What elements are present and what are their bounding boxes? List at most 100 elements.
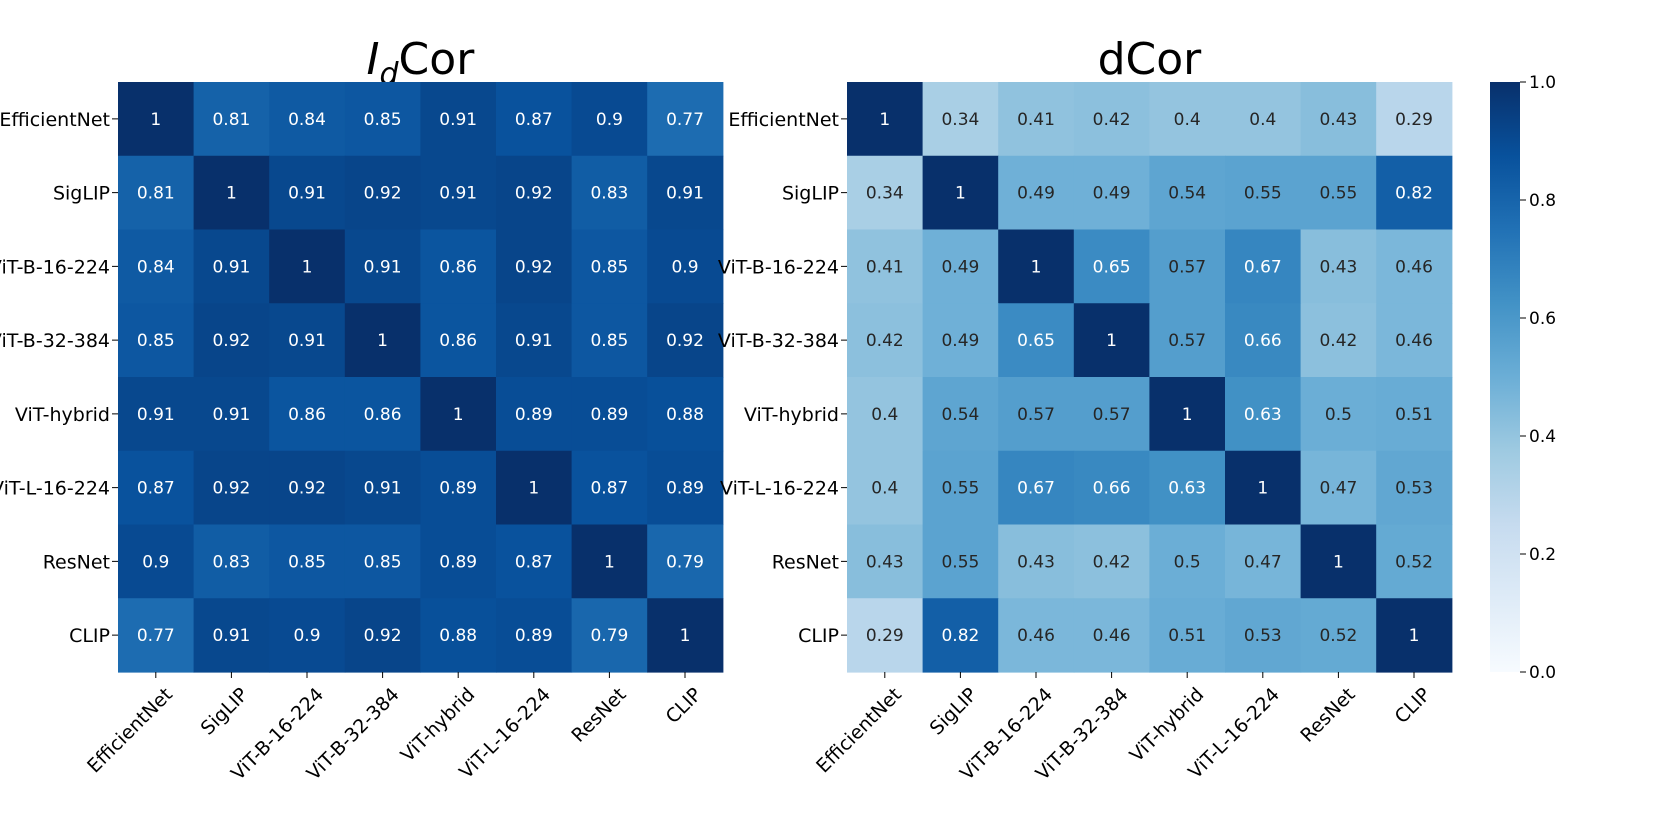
idcor-cell [344, 82, 421, 157]
dcor-cell [998, 450, 1075, 526]
dcor-cell-label: 0.57 [1168, 257, 1206, 277]
idcor-cell [193, 450, 270, 526]
idcor-cell [496, 598, 573, 673]
idcor-cell-label: 0.92 [666, 331, 704, 351]
idcor-cell-label: 0.84 [137, 257, 175, 277]
dcor-cell-label: 0.67 [1017, 479, 1055, 499]
idcor-cell-label: 1 [528, 479, 539, 499]
idcor-cell [269, 450, 346, 526]
dcor-cell-label: 0.29 [866, 626, 904, 646]
idcor-cell-label: 1 [604, 552, 615, 572]
idcor-cell-label: 0.77 [137, 626, 175, 646]
dcor-cell-label: 0.49 [1093, 184, 1131, 204]
dcor-cell [1073, 524, 1150, 599]
dcor-cell [1225, 229, 1302, 304]
dcor-cell-label: 0.43 [1017, 552, 1055, 572]
idcor-cell [269, 377, 346, 452]
dcor-title: dCor [1098, 34, 1203, 85]
idcor-cell [420, 598, 497, 673]
dcor-cell-label: 0.41 [1017, 110, 1055, 130]
idcor-title: IdCor [367, 34, 476, 92]
idcor-xtick-label: SigLIP [197, 684, 253, 740]
dcor-cell [1149, 155, 1226, 231]
dcor-cell [1225, 303, 1302, 378]
dcor-cell-label: 0.4 [1249, 110, 1276, 130]
idcor-cell [344, 303, 421, 378]
dcor-ytick-label: CLIP [798, 625, 839, 647]
dcor-cell-label: 0.5 [1174, 552, 1201, 572]
idcor-ytick-label: CLIP [69, 625, 110, 647]
dcor-xtick-label: SigLIP [926, 684, 982, 740]
dcor-cell [1300, 303, 1377, 378]
idcor-ytick-label: ViT-B-16-224 [0, 256, 110, 278]
dcor-cell [1149, 598, 1226, 673]
dcor-cell [1376, 229, 1453, 304]
idcor-cell [193, 229, 270, 304]
dcor-cell [1073, 303, 1150, 378]
idcor-cell-label: 0.81 [137, 184, 175, 204]
idcor-cell [647, 377, 724, 452]
dcor-cell [1300, 524, 1377, 599]
idcor-cell [118, 524, 195, 599]
dcor-cell [922, 524, 999, 599]
idcor-cell-label: 0.85 [590, 257, 628, 277]
dcor-cell [1225, 524, 1302, 599]
idcor-cell-label: 0.87 [515, 552, 553, 572]
idcor-cell [647, 598, 724, 673]
dcor-cell-label: 0.49 [941, 257, 979, 277]
idcor-cell-label: 0.89 [515, 626, 553, 646]
dcor-cell-label: 0.5 [1325, 405, 1352, 425]
dcor-cell [1073, 450, 1150, 526]
dcor-cell [998, 303, 1075, 378]
dcor-cell [847, 303, 924, 378]
dcor-cell [998, 598, 1075, 673]
idcor-cell [496, 82, 573, 157]
idcor-cell-label: 0.91 [666, 184, 704, 204]
idcor-cell-label: 0.81 [212, 110, 250, 130]
dcor-cell-label: 0.49 [941, 331, 979, 351]
idcor-cell [269, 155, 346, 231]
idcor-cell-label: 0.89 [590, 405, 628, 425]
dcor-cell [1225, 82, 1302, 157]
dcor-cell-label: 0.57 [1017, 405, 1055, 425]
dcor-cell [1073, 229, 1150, 304]
idcor-cell-label: 1 [680, 626, 691, 646]
dcor-cell-label: 0.4 [871, 405, 898, 425]
dcor-cell-label: 0.34 [941, 110, 979, 130]
idcor-cell [344, 450, 421, 526]
dcor-cell-label: 1 [1409, 626, 1420, 646]
idcor-cell [118, 229, 195, 304]
idcor-cell-label: 0.85 [364, 110, 402, 130]
idcor-cell-label: 1 [150, 110, 161, 130]
idcor-cell [571, 303, 648, 378]
dcor-cell [1073, 598, 1150, 673]
dcor-cell [1376, 598, 1453, 673]
idcor-cell-label: 0.91 [364, 479, 402, 499]
dcor-cell [1225, 155, 1302, 231]
dcor-cell [922, 229, 999, 304]
dcor-cell-label: 1 [1333, 552, 1344, 572]
idcor-cell [420, 155, 497, 231]
dcor-cell-label: 0.55 [941, 479, 979, 499]
idcor-cell-label: 0.89 [439, 552, 477, 572]
dcor-cell-label: 0.4 [871, 479, 898, 499]
dcor-ytick-label: ViT-B-16-224 [718, 256, 839, 278]
dcor-cell-label: 1 [1031, 257, 1042, 277]
idcor-cell-label: 1 [226, 184, 237, 204]
colorbar-tick-label: 0.6 [1529, 309, 1556, 329]
idcor-cell-label: 0.91 [364, 257, 402, 277]
idcor-cell-label: 0.86 [439, 257, 477, 277]
idcor-cell [571, 598, 648, 673]
dcor-cell [1376, 450, 1453, 526]
idcor-cell [420, 303, 497, 378]
dcor-cell [1149, 229, 1226, 304]
idcor-cell [269, 524, 346, 599]
dcor-ytick-label: ViT-L-16-224 [720, 478, 839, 500]
dcor-cell-label: 0.54 [1168, 184, 1206, 204]
dcor-ytick-label: ResNet [772, 551, 839, 573]
dcor-cell-label: 0.42 [866, 331, 904, 351]
idcor-cell-label: 0.91 [288, 184, 326, 204]
dcor-cell [998, 82, 1075, 157]
dcor-cell [1376, 377, 1453, 452]
dcor-cell [1376, 155, 1453, 231]
